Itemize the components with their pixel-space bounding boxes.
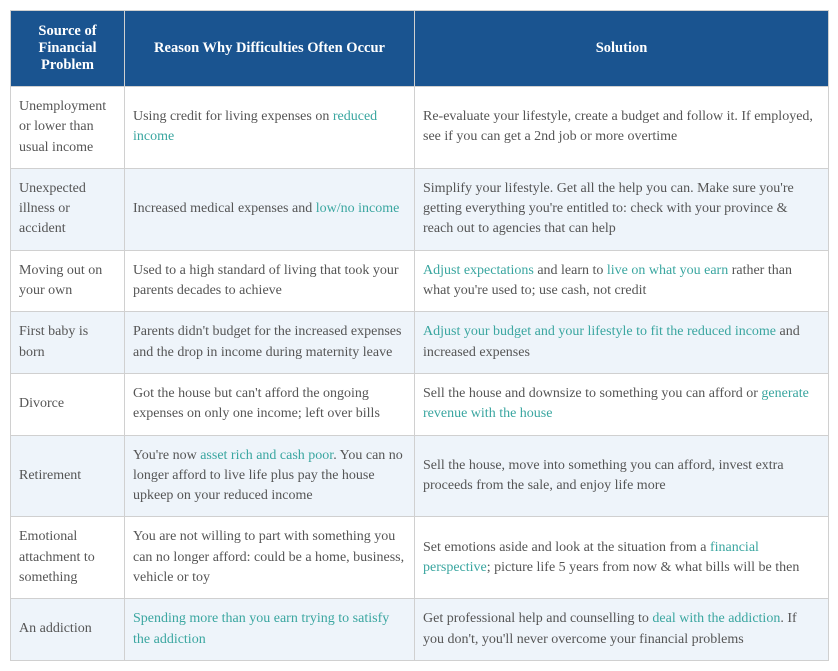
table-row: Emotional attachment to somethingYou are… bbox=[11, 517, 829, 599]
col-header-source: Source of Financial Problem bbox=[11, 11, 125, 87]
cell-solution: Simplify your lifestyle. Get all the hel… bbox=[415, 168, 829, 250]
table-row: Unemployment or lower than usual incomeU… bbox=[11, 87, 829, 169]
financial-problems-table: Source of Financial Problem Reason Why D… bbox=[10, 10, 829, 661]
col-header-reason: Reason Why Difficulties Often Occur bbox=[125, 11, 415, 87]
cell-source: An addiction bbox=[11, 599, 125, 661]
cell-solution: Set emotions aside and look at the situa… bbox=[415, 517, 829, 599]
table-row: DivorceGot the house but can't afford th… bbox=[11, 373, 829, 435]
cell-solution: Sell the house and downsize to something… bbox=[415, 373, 829, 435]
cell-reason: You're now asset rich and cash poor. You… bbox=[125, 435, 415, 517]
inline-link[interactable]: live on what you earn bbox=[607, 263, 728, 278]
inline-link[interactable]: Spending more than you earn trying to sa… bbox=[133, 611, 389, 646]
inline-link[interactable]: generate revenue with the house bbox=[423, 386, 809, 421]
col-header-solution: Solution bbox=[415, 11, 829, 87]
header-row: Source of Financial Problem Reason Why D… bbox=[11, 11, 829, 87]
cell-solution: Adjust expectations and learn to live on… bbox=[415, 250, 829, 312]
cell-solution: Re-evaluate your lifestyle, create a bud… bbox=[415, 87, 829, 169]
cell-solution: Sell the house, move into something you … bbox=[415, 435, 829, 517]
cell-source: Unemployment or lower than usual income bbox=[11, 87, 125, 169]
table-row: First baby is bornParents didn't budget … bbox=[11, 312, 829, 374]
inline-link[interactable]: deal with the addiction bbox=[652, 611, 780, 626]
cell-source: Emotional attachment to something bbox=[11, 517, 125, 599]
table-row: An addictionSpending more than you earn … bbox=[11, 599, 829, 661]
table-row: Moving out on your ownUsed to a high sta… bbox=[11, 250, 829, 312]
table-row: Unexpected illness or accidentIncreased … bbox=[11, 168, 829, 250]
inline-link[interactable]: Adjust expectations bbox=[423, 263, 534, 278]
inline-link[interactable]: Adjust your budget and your lifestyle to… bbox=[423, 324, 776, 339]
inline-link[interactable]: low/no income bbox=[316, 201, 400, 216]
table-row: RetirementYou're now asset rich and cash… bbox=[11, 435, 829, 517]
cell-solution: Adjust your budget and your lifestyle to… bbox=[415, 312, 829, 374]
inline-link[interactable]: financial perspective bbox=[423, 540, 759, 575]
cell-reason: Parents didn't budget for the increased … bbox=[125, 312, 415, 374]
cell-reason: Increased medical expenses and low/no in… bbox=[125, 168, 415, 250]
cell-solution: Get professional help and counselling to… bbox=[415, 599, 829, 661]
cell-reason: Used to a high standard of living that t… bbox=[125, 250, 415, 312]
cell-source: Divorce bbox=[11, 373, 125, 435]
cell-source: Retirement bbox=[11, 435, 125, 517]
cell-reason: You are not willing to part with somethi… bbox=[125, 517, 415, 599]
cell-source: First baby is born bbox=[11, 312, 125, 374]
cell-reason: Using credit for living expenses on redu… bbox=[125, 87, 415, 169]
inline-link[interactable]: asset rich and cash poor bbox=[200, 448, 333, 463]
cell-source: Moving out on your own bbox=[11, 250, 125, 312]
cell-reason: Spending more than you earn trying to sa… bbox=[125, 599, 415, 661]
cell-source: Unexpected illness or accident bbox=[11, 168, 125, 250]
inline-link[interactable]: reduced income bbox=[133, 109, 377, 144]
cell-reason: Got the house but can't afford the ongoi… bbox=[125, 373, 415, 435]
